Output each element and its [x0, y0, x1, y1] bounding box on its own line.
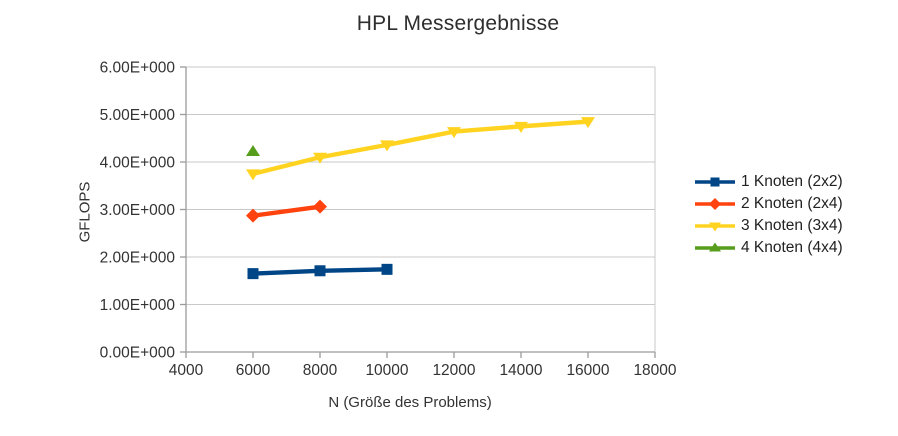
x-tick-label: 6000 [236, 362, 271, 379]
y-tick-label: 0.00E+000 [100, 345, 176, 362]
x-tick-label: 10000 [365, 362, 408, 379]
y-tick-label: 3.00E+000 [100, 202, 176, 219]
y-tick-label: 4.00E+000 [100, 155, 176, 172]
triangle-up-legend-marker-icon [695, 242, 735, 252]
y-tick-label: 6.00E+000 [100, 60, 176, 77]
legend: 1 Knoten (2x2) 2 Knoten (2x4) 3 Knoten (3x… [694, 171, 843, 259]
x-tick-label: 4000 [169, 362, 204, 379]
diamond-legend-marker-icon [695, 198, 735, 210]
chart-title: HPL Messergebnisse [356, 12, 560, 35]
x-tick-label: 14000 [499, 362, 542, 379]
legend-label: 2 Knoten (2x4) [741, 195, 843, 212]
series-1 Knoten (2x2) [247, 263, 393, 280]
legend-label: 3 Knoten (3x4) [741, 217, 843, 234]
x-tick-label: 16000 [566, 362, 609, 379]
legend-label: 1 Knoten (2x2) [741, 173, 843, 190]
x-tick-label: 12000 [432, 362, 475, 379]
y-tick-label: 2.00E+000 [100, 250, 176, 267]
legend-item: 4 Knoten (4x4) [694, 237, 843, 259]
x-tick-labels: 4000 6000 8000 10000 12000 14000 16000 18000 [169, 362, 677, 379]
series-3 Knoten (3x4) [246, 117, 595, 181]
series-4 Knoten (4x4) [246, 145, 260, 157]
axes [180, 66, 656, 358]
legend-item: 1 Knoten (2x2) [694, 171, 843, 193]
gridlines [186, 66, 656, 353]
x-axis-title: N (Größe des Problems) [328, 394, 492, 411]
triangle-down-legend-marker-icon [695, 222, 735, 232]
y-tick-label: 5.00E+000 [100, 107, 176, 124]
legend-item: 3 Knoten (3x4) [694, 215, 843, 237]
legend-item: 2 Knoten (2x4) [694, 193, 843, 215]
x-tick-label: 8000 [303, 362, 338, 379]
square-legend-marker-icon [695, 177, 735, 187]
y-tick-label: 1.00E+000 [100, 297, 176, 314]
legend-label: 4 Knoten (4x4) [741, 239, 843, 256]
x-tick-label: 18000 [633, 362, 676, 379]
y-tick-labels: 0.00E+000 1.00E+000 2.00E+000 3.00E+000 4.00… [100, 60, 176, 362]
series-2 Knoten (2x4) [246, 199, 327, 223]
